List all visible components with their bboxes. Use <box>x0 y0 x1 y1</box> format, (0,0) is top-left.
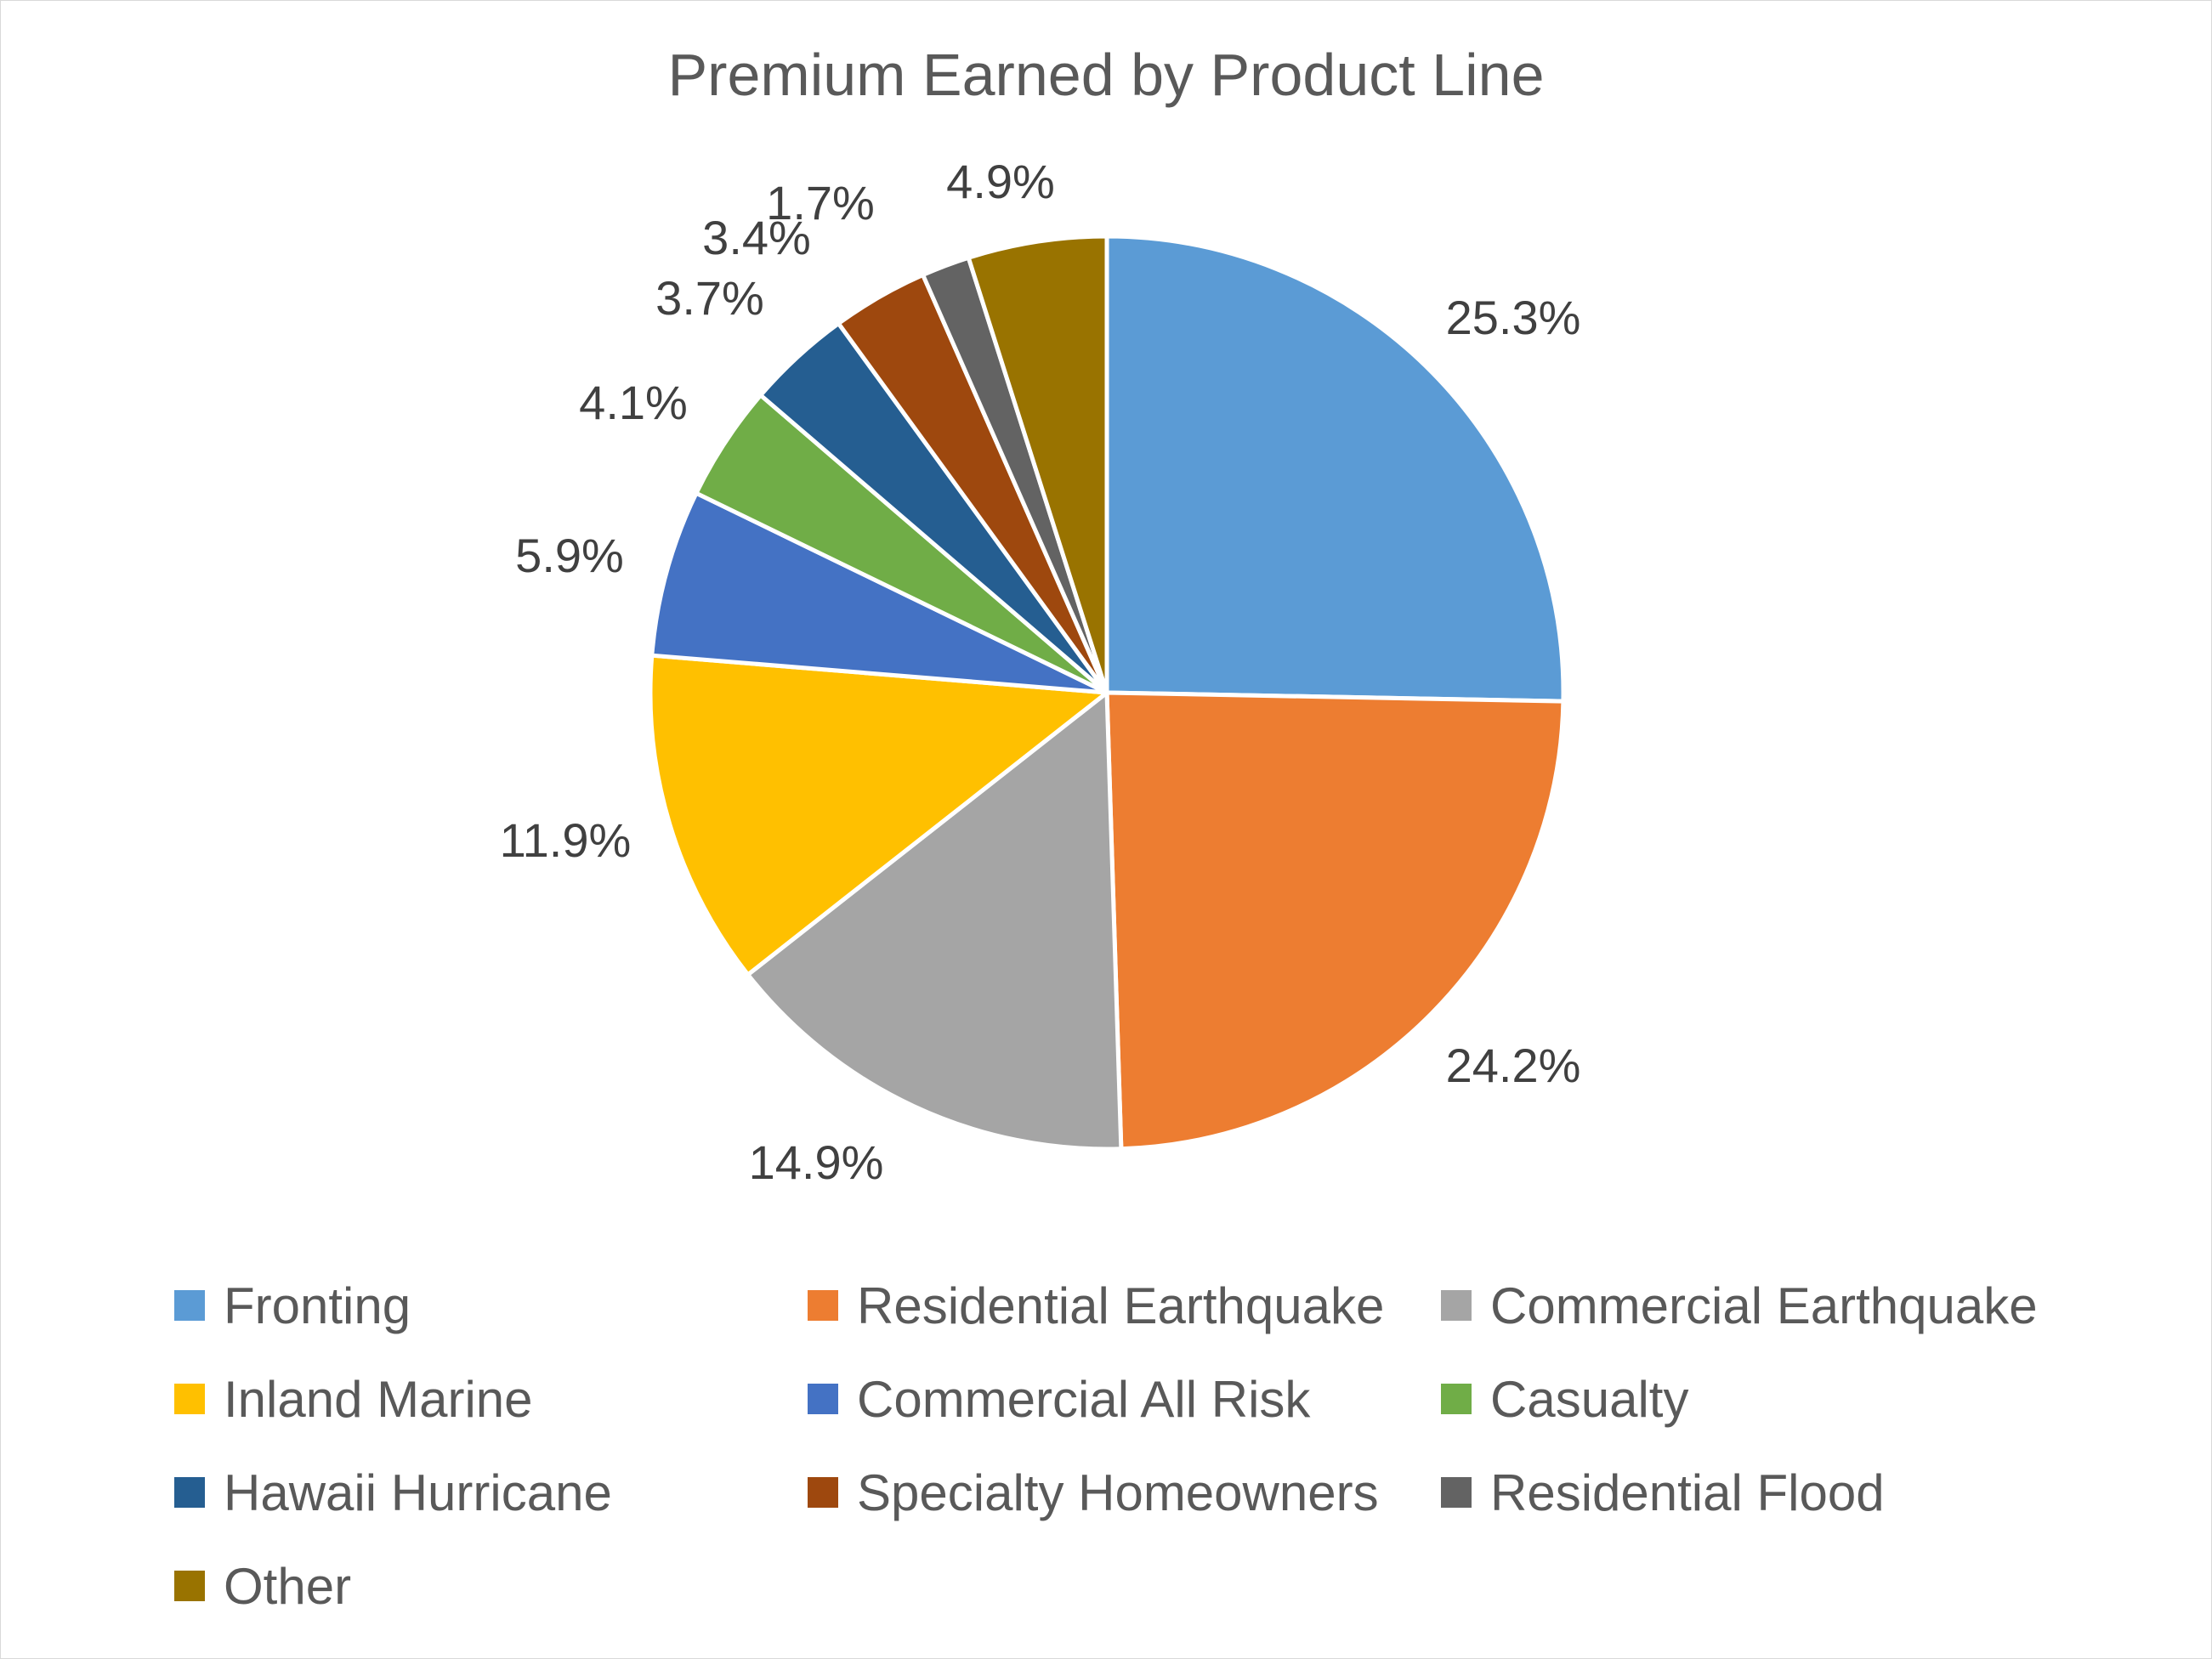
data-label-commercial-earthquake: 14.9% <box>749 1135 884 1189</box>
legend-label: Inland Marine <box>224 1370 533 1428</box>
data-label-residential-earthquake: 24.2% <box>1446 1039 1581 1092</box>
legend-swatch <box>808 1290 838 1321</box>
data-label-residential-flood: 1.7% <box>766 176 875 229</box>
legend-item-inland-marine: Inland Marine <box>174 1368 808 1430</box>
pie-slice-fronting <box>1104 234 1566 704</box>
legend-swatch <box>808 1477 838 1508</box>
legend-swatch <box>174 1384 205 1414</box>
legend-item-residential-earthquake: Residential Earthquake <box>808 1275 1441 1336</box>
legend-label: Other <box>224 1557 352 1615</box>
legend-item-residential-flood: Residential Flood <box>1441 1462 2121 1523</box>
data-label-inland-marine: 11.9% <box>500 813 632 867</box>
legend-item-commercial-earthquake: Commercial Earthquake <box>1441 1275 2121 1336</box>
pie-slice-commercial-all-risk <box>649 490 1109 695</box>
legend-swatch <box>174 1290 205 1321</box>
legend-swatch <box>1441 1384 1472 1414</box>
pie-slice-other <box>966 234 1109 695</box>
data-label-other: 4.9% <box>946 155 1055 208</box>
data-label-casualty: 4.1% <box>579 376 688 429</box>
pie-slices <box>648 234 1566 1152</box>
legend-item-casualty: Casualty <box>1441 1368 2121 1430</box>
legend-item-specialty-homeowners: Specialty Homeowners <box>808 1462 1441 1523</box>
legend-label: Residential Flood <box>1490 1464 1885 1521</box>
legend-label: Residential Earthquake <box>857 1277 1385 1334</box>
legend-item-other: Other <box>174 1555 808 1617</box>
pie-slice-inland-marine <box>648 653 1109 977</box>
legend-item-commercial-all-risk: Commercial All Risk <box>808 1368 1441 1430</box>
pie-data-labels: 25.3% 24.2% 14.9% 11.9% 5.9% 4.1% 3.7% 3.4%1.7%… <box>500 155 1581 1189</box>
data-label-specialty-homeowners: 3.4% <box>702 211 811 264</box>
legend-item-fronting: Fronting <box>174 1275 808 1336</box>
legend-item-hawaii-hurricane: Hawaii Hurricane <box>174 1462 808 1523</box>
pie-slice-residential-earthquake <box>1104 690 1566 1152</box>
legend-label: Fronting <box>224 1277 411 1334</box>
legend-label: Commercial Earthquake <box>1490 1277 2038 1334</box>
legend-label: Specialty Homeowners <box>857 1464 1379 1521</box>
data-label-fronting: 25.3% <box>1446 291 1581 344</box>
chart-legend: Fronting Residential Earthquake Commercial… <box>174 1275 2130 1617</box>
chart-title: Premium Earned by Product Line <box>667 42 1545 108</box>
legend-swatch <box>808 1384 838 1414</box>
legend-label: Commercial All Risk <box>857 1370 1311 1428</box>
legend-label: Hawaii Hurricane <box>224 1464 612 1521</box>
legend-swatch <box>1441 1290 1472 1321</box>
legend-label: Casualty <box>1490 1370 1689 1428</box>
pie-slice-commercial-earthquake <box>746 690 1124 1152</box>
legend-swatch <box>174 1571 205 1601</box>
data-label-hawaii-hurricane: 3.7% <box>655 271 764 325</box>
data-label-commercial-all-risk: 5.9% <box>515 529 624 582</box>
legend-swatch <box>1441 1477 1472 1508</box>
legend-swatch <box>174 1477 205 1508</box>
